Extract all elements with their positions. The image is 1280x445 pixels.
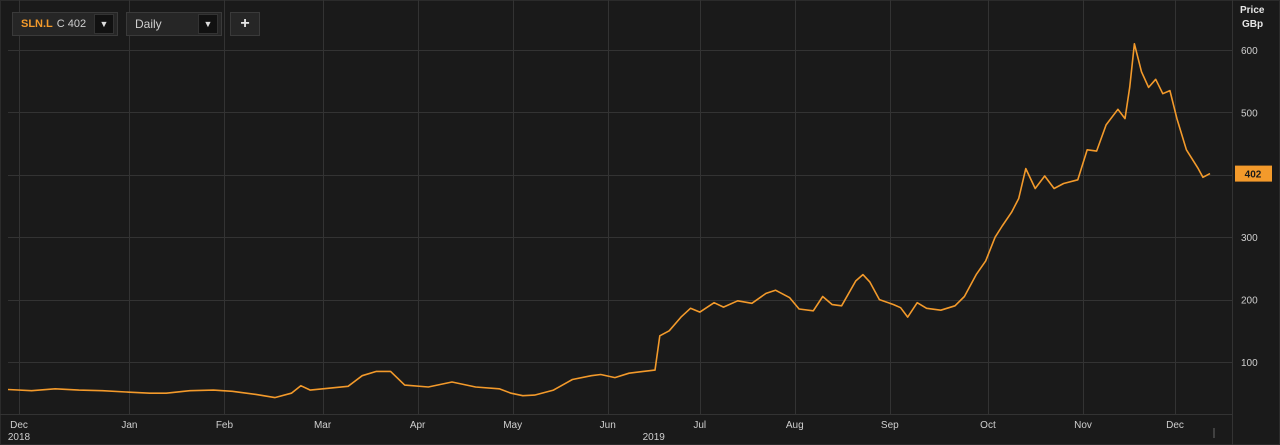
x-tick-label: Mar xyxy=(314,420,332,431)
y-axis: 100200300400500600 xyxy=(1241,46,1258,369)
x-tick-label: Jul xyxy=(693,420,706,431)
x-tick-label: Sep xyxy=(881,420,899,431)
last-price-badge: 402 xyxy=(1235,165,1272,182)
x-tick-label: Dec xyxy=(10,420,28,431)
y-tick-label: 500 xyxy=(1241,108,1258,119)
x-tick-label: Oct xyxy=(980,420,996,431)
x-year-label: 2019 xyxy=(643,432,666,443)
x-tick-label: Apr xyxy=(410,420,426,431)
last-price-badge-bg xyxy=(1235,165,1272,182)
chart-toolbar: SLN.L C 402 ▼ Daily ▼ + xyxy=(12,12,260,36)
y-axis-title: Price xyxy=(1240,5,1265,16)
chevron-down-icon[interactable]: ▼ xyxy=(94,14,114,34)
interval-value: Daily xyxy=(135,17,162,31)
price-series-line xyxy=(7,43,1211,399)
y-tick-label: 300 xyxy=(1241,233,1258,244)
close-price-label: C 402 xyxy=(56,18,87,30)
x-tick-label: Nov xyxy=(1074,420,1092,431)
x-year-label: 2018 xyxy=(8,432,31,443)
x-tick-label: Aug xyxy=(786,420,804,431)
x-tick-label: May xyxy=(503,420,522,431)
x-tick-label: Jun xyxy=(600,420,616,431)
instrument-selector[interactable]: SLN.L C 402 ▼ xyxy=(12,12,118,36)
add-series-button[interactable]: + xyxy=(230,12,260,36)
y-tick-label: 100 xyxy=(1241,358,1258,369)
x-tick-label: Jan xyxy=(121,420,137,431)
x-tick-label: Dec xyxy=(1166,420,1184,431)
interval-select[interactable]: Daily ▼ xyxy=(126,12,222,36)
y-axis-unit: GBp xyxy=(1242,19,1263,30)
x-axis: Dec Jan Feb Mar Apr May Jun Jul Aug Sep Oct Nov Dec2… xyxy=(8,420,1184,443)
x-tick-label: Feb xyxy=(216,420,234,431)
last-price-value: 402 xyxy=(1245,170,1262,181)
plus-icon: + xyxy=(240,15,250,32)
y-tick-label: 200 xyxy=(1241,296,1258,307)
instrument-code: SLN.L xyxy=(21,18,53,30)
chart-grid xyxy=(0,0,1233,445)
chevron-down-icon[interactable]: ▼ xyxy=(198,14,218,34)
y-tick-label: 600 xyxy=(1241,46,1258,57)
